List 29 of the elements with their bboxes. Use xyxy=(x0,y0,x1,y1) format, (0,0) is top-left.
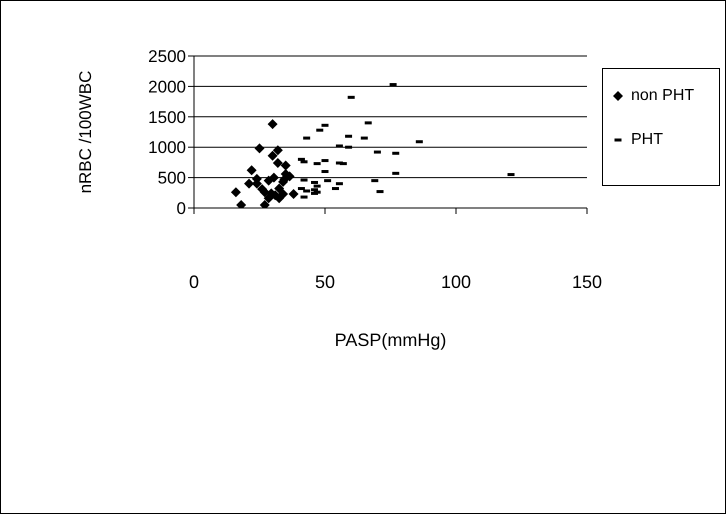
point xyxy=(244,178,254,189)
point xyxy=(272,145,283,156)
x-axis-title: PASP(mmHg) xyxy=(334,330,446,350)
point xyxy=(272,158,283,168)
y-axis-title: nRBC /100WBC xyxy=(76,70,96,194)
x-tick-label: 0 xyxy=(188,272,200,292)
y-tick-label: 500 xyxy=(158,168,186,188)
point xyxy=(264,176,274,186)
legend-label: PHT xyxy=(631,131,663,149)
point xyxy=(254,143,264,154)
point xyxy=(280,160,291,170)
legend-label: non PHT xyxy=(631,87,694,105)
x-tick-label: 50 xyxy=(314,272,336,292)
x-tick-label: 150 xyxy=(572,272,602,292)
y-tick-label: 0 xyxy=(176,199,186,218)
y-tick-label: 2000 xyxy=(148,77,186,96)
y-tick-label: 2500 xyxy=(148,47,186,66)
point xyxy=(236,200,246,208)
point xyxy=(288,189,299,200)
point xyxy=(246,165,257,176)
y-tick-label: 1000 xyxy=(148,138,186,158)
point xyxy=(230,187,241,198)
x-tick-label: 100 xyxy=(440,272,472,292)
point xyxy=(274,184,284,194)
point xyxy=(268,119,278,130)
point xyxy=(268,150,278,161)
point xyxy=(264,193,274,204)
point xyxy=(260,200,270,208)
y-tick-label: 1500 xyxy=(148,108,186,127)
